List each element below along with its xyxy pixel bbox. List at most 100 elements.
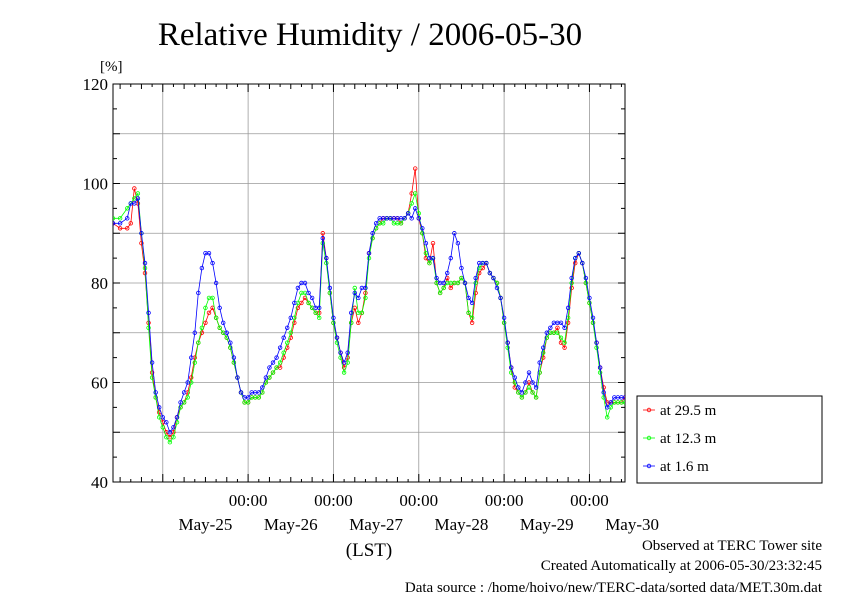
data-point (466, 310, 471, 316)
data-point (352, 290, 357, 296)
y-tick-label: 60 (91, 374, 108, 393)
data-point (648, 241, 652, 245)
data-point (366, 250, 372, 256)
chart-title: Relative Humidity / 2006-05-30 (158, 17, 582, 53)
data-point (455, 240, 461, 246)
data-point (341, 360, 347, 365)
data-point (537, 360, 542, 365)
data-point (125, 206, 130, 211)
legend-marker (646, 435, 652, 441)
data-point (627, 381, 631, 385)
data-point (238, 390, 244, 395)
x-day-label: May-29 (520, 515, 574, 534)
data-point (441, 285, 446, 291)
data-point (530, 380, 535, 385)
data-point (558, 320, 564, 325)
data-point (562, 345, 567, 350)
data-point (341, 370, 347, 375)
data-point (192, 360, 197, 365)
data-point (627, 391, 631, 395)
data-point (605, 405, 610, 410)
data-point (466, 295, 471, 301)
data-point (302, 280, 308, 286)
data-point (409, 201, 414, 206)
data-point (270, 360, 276, 365)
data-point (210, 295, 215, 301)
data-point (256, 390, 261, 395)
data-point (491, 275, 496, 281)
data-point (203, 305, 208, 311)
data-point (402, 216, 407, 221)
data-point (245, 395, 251, 400)
data-point (203, 320, 208, 325)
data-point (256, 395, 261, 400)
data-point (587, 300, 592, 306)
data-point (473, 275, 478, 281)
data-point (430, 240, 436, 246)
data-point (181, 390, 187, 395)
data-point (648, 251, 652, 255)
data-point (171, 425, 176, 430)
data-point (594, 345, 599, 350)
data-point (292, 320, 297, 325)
data-point (641, 351, 645, 355)
data-point (427, 260, 432, 266)
data-point (512, 375, 517, 380)
data-point (416, 216, 421, 221)
data-point (317, 305, 322, 311)
series-line (113, 168, 625, 438)
y-tick-label: 80 (91, 274, 108, 293)
data-point (189, 355, 194, 360)
legend-label: at 29.5 m (660, 403, 717, 419)
data-point (601, 395, 606, 400)
data-point (634, 351, 638, 355)
data-point (594, 340, 599, 345)
data-point (562, 340, 567, 345)
data-point (160, 425, 165, 430)
data-point (590, 315, 596, 321)
legend-marker (646, 407, 652, 413)
data-point (597, 370, 603, 375)
data-point (641, 366, 645, 370)
x-time-label: 00:00 (399, 491, 438, 510)
data-point (501, 320, 507, 325)
data-point (317, 315, 322, 321)
data-point (167, 440, 173, 445)
data-point (199, 265, 205, 271)
data-point (363, 295, 368, 301)
data-point (263, 375, 269, 380)
data-point (601, 390, 606, 395)
data-point (288, 330, 293, 335)
x-day-label: May-25 (179, 515, 233, 534)
x-day-label: May-26 (264, 515, 318, 534)
data-point (645, 296, 649, 300)
data-point (132, 201, 137, 206)
data-point (370, 236, 375, 241)
x-time-label: 00:00 (485, 491, 524, 510)
x-day-label: May-27 (349, 515, 403, 534)
data-point (437, 290, 443, 296)
y-tick-label: 100 (83, 175, 109, 194)
data-point (576, 250, 581, 256)
data-point (494, 285, 500, 291)
data-point (331, 320, 336, 325)
data-point (113, 221, 116, 226)
data-point (352, 285, 357, 291)
data-point (398, 221, 404, 226)
data-point (448, 285, 453, 291)
data-point (548, 325, 553, 330)
data-point (441, 280, 446, 286)
data-point (228, 345, 233, 350)
legend-marker (646, 463, 652, 469)
data-point (217, 305, 222, 311)
data-point (196, 290, 201, 296)
data-point (652, 261, 656, 265)
data-point (583, 280, 589, 286)
data-point (498, 295, 503, 301)
data-point (345, 350, 350, 355)
data-point (430, 255, 436, 261)
data-point (526, 385, 532, 390)
data-point (541, 350, 546, 355)
data-point (413, 166, 418, 171)
data-point (487, 270, 493, 276)
